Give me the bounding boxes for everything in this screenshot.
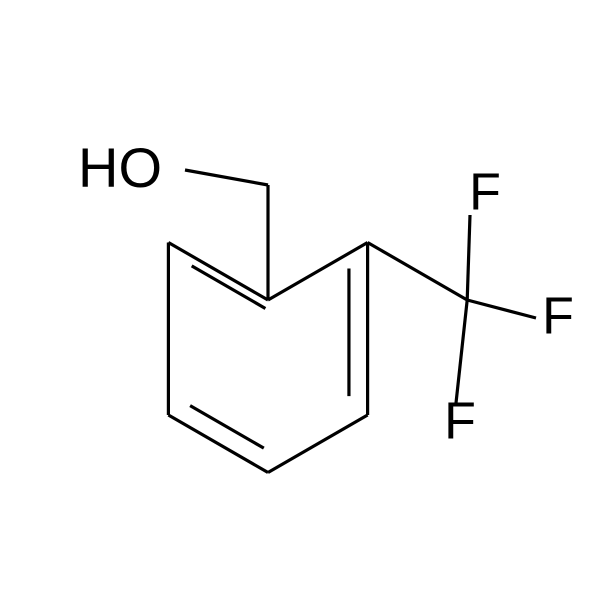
bond-sub-2: [368, 243, 468, 301]
bond-inner-c1-c2: [192, 266, 266, 309]
bond-c1-c2: [168, 243, 268, 301]
bond-sub-1: [185, 170, 268, 185]
molecule-diagram: HO F F F: [0, 0, 600, 600]
bond-sub-4: [467, 300, 536, 318]
bond-inner-c5-c6: [190, 406, 264, 449]
labels-layer: HO F F F: [78, 136, 574, 451]
label-f_up: F: [469, 164, 501, 222]
label-f_rt: F: [542, 288, 574, 346]
label-f_dn: F: [444, 393, 476, 451]
bond-c4-c5: [268, 415, 368, 473]
bond-sub-5: [456, 300, 467, 403]
bond-c2-c3: [268, 243, 368, 301]
label-oh: HO: [78, 136, 162, 199]
bond-sub-3: [467, 215, 470, 300]
